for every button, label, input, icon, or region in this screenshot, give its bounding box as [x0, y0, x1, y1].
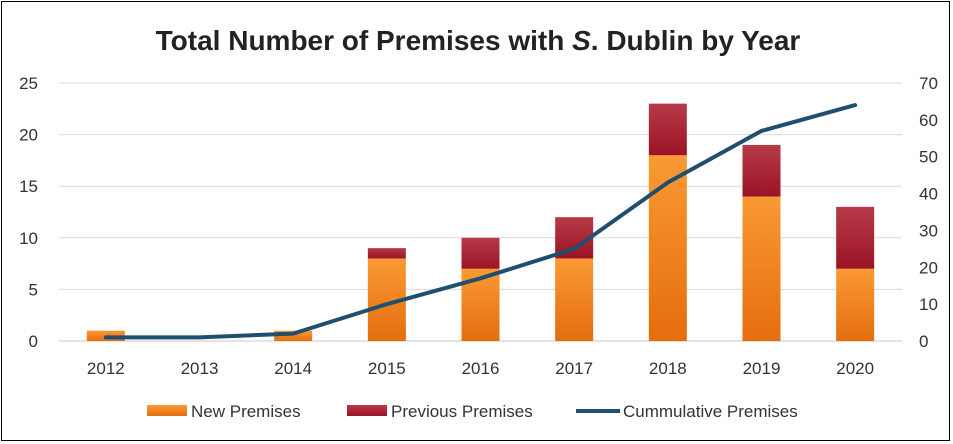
y-right-tick-label: 60 — [919, 111, 938, 130]
legend-previous-premises-swatch — [347, 405, 387, 416]
bar-new-premises — [274, 330, 313, 341]
x-tick-label: 2014 — [274, 359, 312, 378]
y-right-tick-label: 30 — [919, 221, 938, 240]
x-tick-label: 2013 — [181, 359, 219, 378]
bar-previous-premises — [742, 144, 781, 197]
chart-title: Total Number of Premises with S. Dublin … — [156, 25, 801, 56]
y-axis-left: 0 5 10 15 20 25 — [19, 74, 38, 351]
x-tick-label: 2018 — [649, 359, 687, 378]
x-tick-label: 2016 — [462, 359, 500, 378]
y-left-tick-label: 10 — [19, 229, 38, 248]
y-right-tick-label: 40 — [919, 185, 938, 204]
bar-previous-premises — [367, 248, 406, 259]
bar-new-premises — [555, 258, 594, 341]
cumulative-line-group — [103, 103, 858, 340]
y-left-tick-label: 25 — [19, 74, 38, 93]
y-right-tick-label: 50 — [919, 148, 938, 167]
legend-new-premises-label: New Premises — [191, 402, 301, 421]
legend-new-premises-swatch — [147, 405, 187, 416]
y-right-tick-label: 10 — [919, 295, 938, 314]
chart-title-italic: S — [572, 25, 591, 56]
x-tick-label: 2019 — [743, 359, 781, 378]
y-right-tick-label: 0 — [919, 332, 928, 351]
y-left-tick-label: 5 — [29, 280, 38, 299]
y-left-tick-label: 0 — [29, 332, 38, 351]
y-right-tick-label: 20 — [919, 258, 938, 277]
legend: New Premises Previous Premises Cummulative… — [147, 402, 798, 421]
bar-previous-premises — [461, 237, 500, 269]
x-tick-label: 2020 — [836, 359, 874, 378]
bar-previous-premises — [836, 206, 875, 269]
y-left-tick-label: 15 — [19, 177, 38, 196]
bar-new-premises — [836, 268, 875, 341]
x-tick-label: 2012 — [87, 359, 125, 378]
bar-new-premises — [648, 155, 687, 341]
y-left-tick-label: 20 — [19, 126, 38, 145]
x-axis: 2012 2013 2014 2015 2016 2017 2018 2019 2020 — [87, 359, 874, 378]
x-tick-label: 2015 — [368, 359, 406, 378]
bar-new-premises — [742, 196, 781, 341]
y-axis-right: 0 10 20 30 40 50 60 70 — [919, 74, 938, 351]
bar-previous-premises — [648, 103, 687, 156]
legend-cumulative-premises-label: Cummulative Premises — [623, 402, 798, 421]
legend-previous-premises-label: Previous Premises — [391, 402, 533, 421]
x-tick-label: 2017 — [555, 359, 593, 378]
bars — [86, 103, 875, 341]
y-right-tick-label: 70 — [919, 74, 938, 93]
